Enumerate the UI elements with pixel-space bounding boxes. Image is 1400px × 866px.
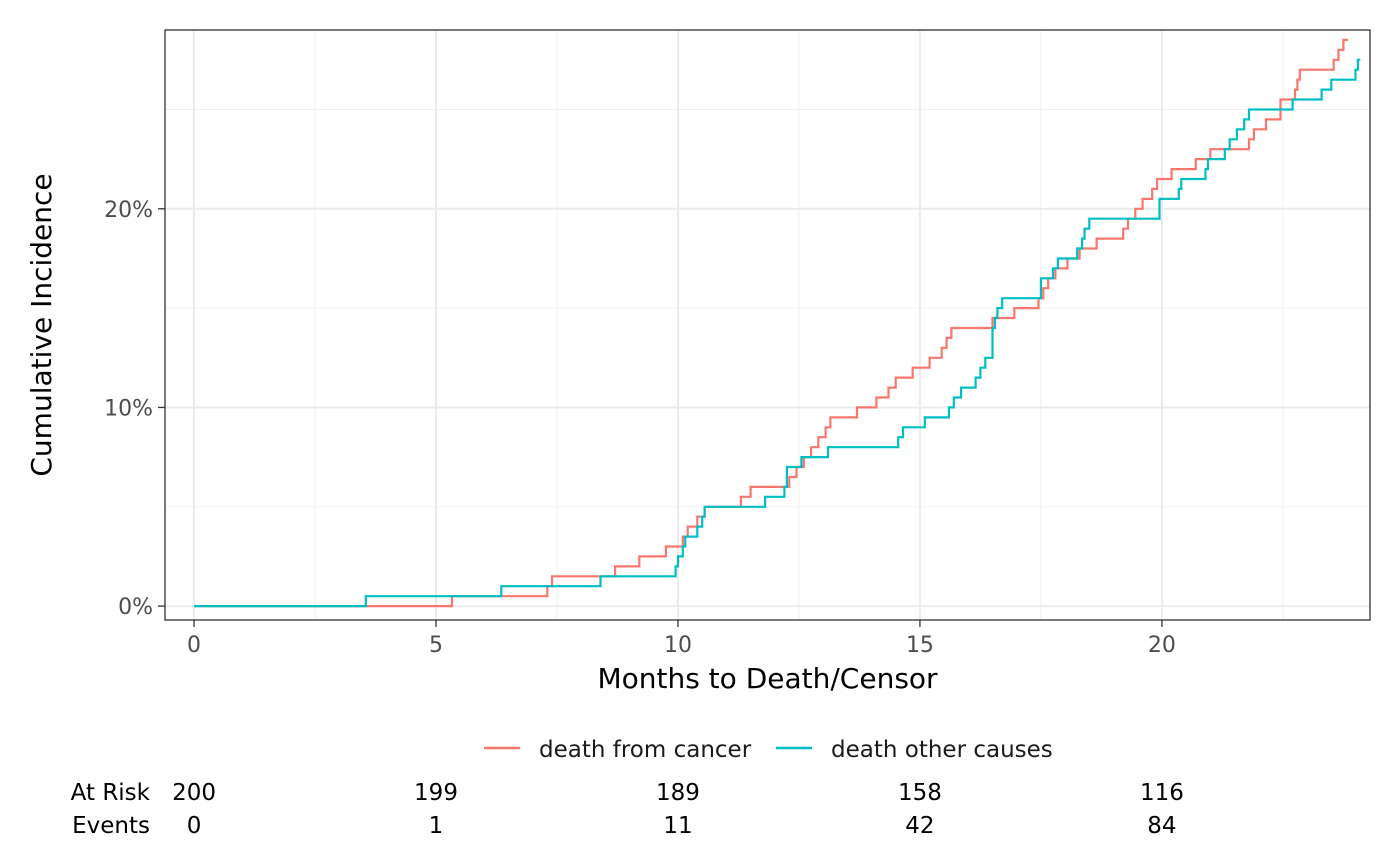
- axis-ticks: 0 5 10 15 20 0% 10% 20%: [104, 198, 1176, 658]
- x-tick-label: 20: [1148, 633, 1176, 658]
- risk-row-label: Events: [72, 813, 150, 839]
- legend-label-death-other-causes: death other causes: [831, 737, 1053, 763]
- y-tick-label: 20%: [104, 198, 153, 223]
- risk-value: 116: [1140, 780, 1184, 806]
- risk-value: 1: [429, 813, 444, 839]
- risk-value: 199: [414, 780, 458, 806]
- risk-row-label: At Risk: [71, 780, 151, 806]
- risk-value: 42: [905, 813, 934, 839]
- x-tick-label: 5: [429, 633, 443, 658]
- risk-value: 189: [656, 780, 700, 806]
- x-tick-label: 0: [187, 633, 201, 658]
- risk-value: 0: [187, 813, 202, 839]
- y-tick-label: 0%: [118, 595, 153, 620]
- series-lines: [194, 38, 1361, 608]
- x-tick-label: 10: [664, 633, 692, 658]
- y-tick-label: 10%: [104, 396, 153, 421]
- risk-value: 158: [898, 780, 942, 806]
- panel-border: [164, 29, 1371, 621]
- legend: death from cancer death other causes: [484, 737, 1053, 763]
- legend-label-death-from-cancer: death from cancer: [539, 737, 752, 763]
- x-axis-title: Months to Death/Censor: [597, 662, 938, 695]
- series-line-death-other-causes: [194, 58, 1361, 608]
- y-axis-title: Cumulative Incidence: [25, 173, 58, 476]
- risk-value: 11: [663, 813, 692, 839]
- gridlines: [165, 30, 1370, 620]
- x-tick-label: 15: [906, 633, 934, 658]
- risk-value: 84: [1147, 813, 1176, 839]
- risk-value: 200: [172, 780, 216, 806]
